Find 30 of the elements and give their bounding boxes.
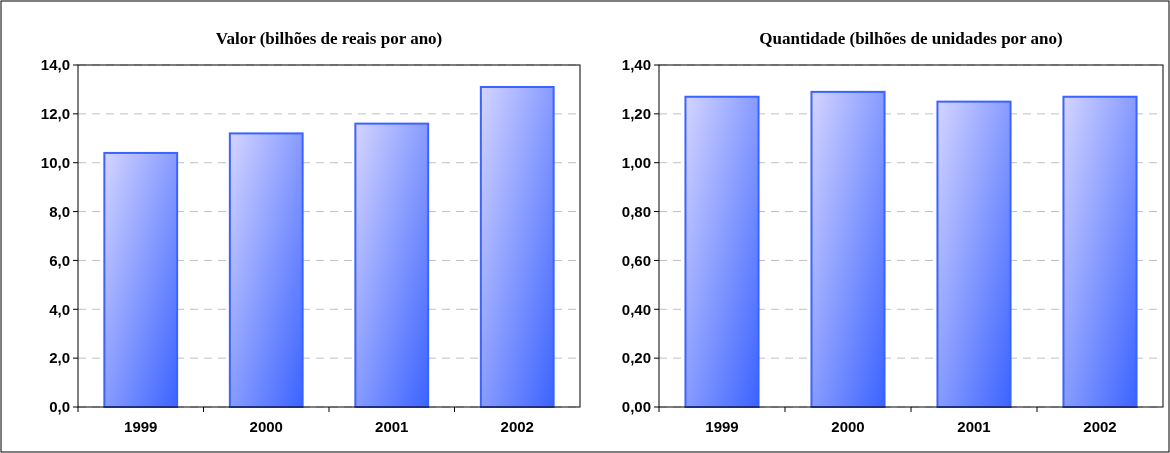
x-tick-label: 2001 [375, 418, 409, 435]
x-tick-label: 2000 [249, 418, 283, 435]
y-tick-label: 1,40 [621, 56, 651, 74]
x-tick-label: 1999 [705, 418, 739, 435]
y-tick-label: 0,40 [621, 300, 651, 318]
bar [228, 132, 304, 408]
y-tick-label: 1,00 [621, 153, 651, 171]
y-tick-label: 8,0 [49, 202, 70, 220]
y-tick-label: 1,20 [621, 105, 651, 123]
y-tick-label: 0,20 [621, 349, 651, 367]
y-tick-label: 0,0 [49, 398, 70, 416]
y-tick-label: 4,0 [49, 300, 70, 318]
chart-title: Quantidade (bilhões de unidades por ano) [759, 29, 1063, 48]
y-tick-label: 12,0 [40, 105, 70, 123]
y-tick-label: 14,0 [40, 56, 70, 74]
bar [103, 151, 179, 408]
y-tick-label: 0,80 [621, 202, 651, 220]
x-tick-label: 2000 [831, 418, 865, 435]
x-tick-label: 2001 [957, 418, 991, 435]
y-tick-label: 10,0 [40, 153, 70, 171]
y-tick-label: 2,0 [49, 349, 70, 367]
y-tick-label: 6,0 [49, 251, 70, 269]
x-tick-label: 1999 [124, 418, 158, 435]
x-tick-label: 2002 [1083, 418, 1117, 435]
x-tick-label: 2002 [500, 418, 534, 435]
bar [354, 122, 430, 408]
y-tick-label: 0,00 [621, 398, 651, 416]
chart-title: Valor (bilhões de reais por ano) [215, 29, 443, 48]
y-tick-label: 0,60 [621, 251, 651, 269]
bar [479, 85, 555, 408]
